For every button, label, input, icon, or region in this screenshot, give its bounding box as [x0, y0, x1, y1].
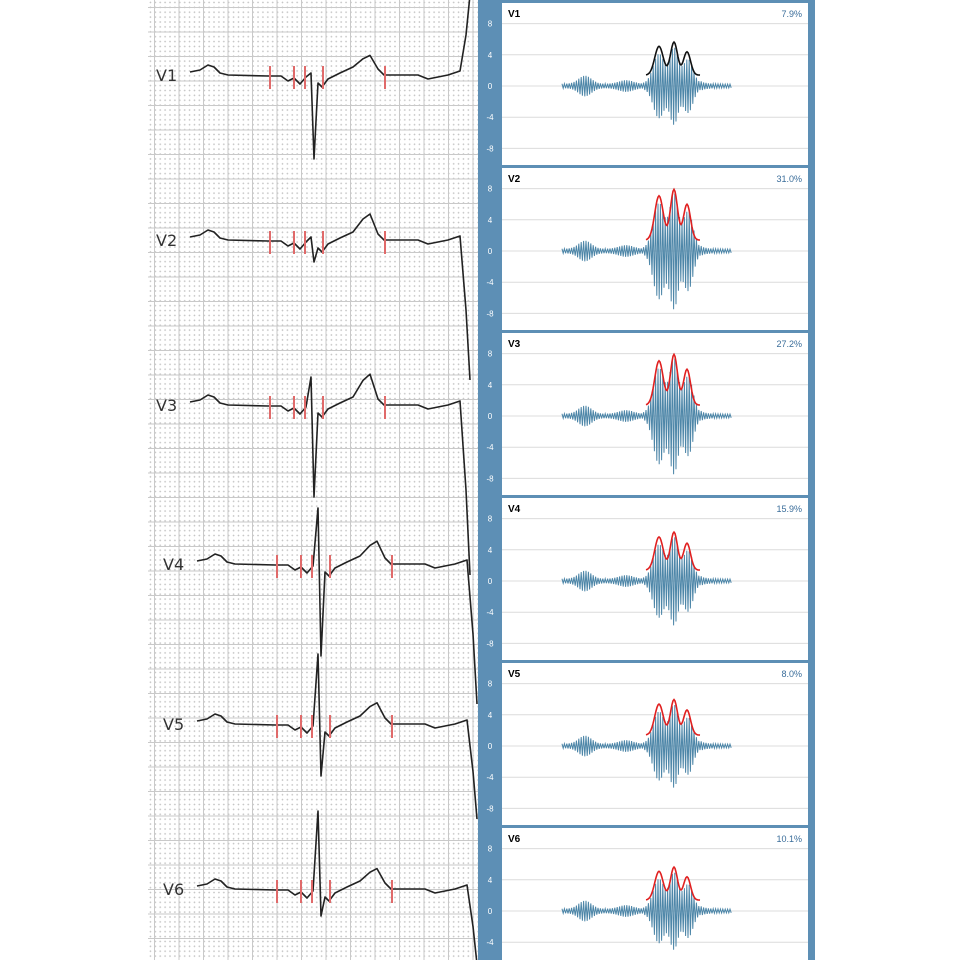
- waveform-chart-v1: 8 4 0 -4 -8 V1 7.9%: [486, 3, 808, 165]
- waveform-panels: 8 4 0 -4 -8 V1 7.9% 8 4 0 -4 -8 V2 31.0% 8 4 0 -4 -8 V3 27.2…: [478, 0, 815, 965]
- chart-title: V5: [508, 669, 521, 680]
- y-tick-label: -8: [486, 309, 494, 318]
- y-tick-label: 8: [488, 20, 493, 29]
- y-tick-label: 0: [488, 907, 493, 916]
- chart-title: V6: [508, 834, 521, 845]
- ecg-lead-v4: V4: [163, 507, 478, 705]
- y-tick-label: -8: [486, 804, 494, 813]
- envelope-line: [645, 530, 700, 571]
- chart-percent: 31.0%: [776, 174, 802, 184]
- y-tick-label: -8: [486, 639, 494, 648]
- y-tick-label: 0: [488, 82, 493, 91]
- lead-label: V1: [156, 66, 177, 85]
- y-tick-label: 0: [488, 577, 493, 586]
- ecg-lead-v2: V2: [156, 213, 471, 381]
- envelope-line: [645, 865, 701, 901]
- chart-percent: 8.0%: [781, 669, 802, 679]
- y-tick-label: 8: [488, 845, 493, 854]
- y-tick-label: 4: [488, 216, 493, 225]
- waveform-trace: [561, 872, 732, 950]
- envelope-line: [645, 187, 700, 241]
- y-tick-label: 4: [488, 51, 493, 60]
- y-tick-label: 4: [488, 876, 493, 885]
- ecg-strip-panel: V1 V2 V3 V4 V5 V6: [148, 0, 478, 960]
- lead-label: V6: [163, 880, 184, 899]
- envelope-line: [645, 352, 700, 406]
- waveform-chart-v5: 8 4 0 -4 -8 V5 8.0%: [486, 663, 808, 825]
- y-tick-label: 0: [488, 412, 493, 421]
- y-tick-label: 4: [488, 546, 493, 555]
- chart-title: V2: [508, 174, 521, 185]
- waveform-trace: [561, 193, 732, 310]
- waveform-charts: 8 4 0 -4 -8 V1 7.9% 8 4 0 -4 -8 V2 31.0% 8 4 0 -4 -8 V3 27.2…: [486, 3, 808, 965]
- waveform-chart-v4: 8 4 0 -4 -8 V4 15.9%: [486, 498, 808, 660]
- waveform-chart-v2: 8 4 0 -4 -8 V2 31.0%: [486, 168, 808, 330]
- ecg-trace: [189, 213, 471, 381]
- chart-percent: 10.1%: [776, 834, 802, 844]
- y-tick-label: -8: [486, 144, 494, 153]
- ecg-lead-v6: V6: [163, 810, 478, 960]
- y-tick-label: 8: [488, 350, 493, 359]
- chart-percent: 27.2%: [776, 339, 802, 349]
- ecg-lead-v5: V5: [163, 653, 478, 820]
- y-tick-label: 4: [488, 381, 493, 390]
- y-tick-label: 0: [488, 247, 493, 256]
- chart-title: V4: [508, 504, 521, 515]
- chart-percent: 7.9%: [781, 9, 802, 19]
- ecg-trace: [196, 810, 478, 960]
- y-tick-label: -4: [486, 938, 494, 947]
- ecg-strips: V1 V2 V3 V4 V5 V6: [156, 0, 478, 960]
- y-tick-label: -4: [486, 113, 494, 122]
- y-tick-label: -4: [486, 773, 494, 782]
- envelope-line: [645, 40, 701, 76]
- chart-title: V1: [508, 9, 521, 20]
- waveform-trace: [561, 358, 732, 475]
- chart-percent: 15.9%: [776, 504, 802, 514]
- waveform-trace: [561, 47, 732, 125]
- lead-label: V5: [163, 715, 184, 734]
- ecg-trace: [196, 507, 478, 705]
- waveform-chart-v3: 8 4 0 -4 -8 V3 27.2%: [486, 333, 808, 495]
- y-tick-label: 0: [488, 742, 493, 751]
- y-tick-label: 8: [488, 515, 493, 524]
- y-tick-label: 4: [488, 711, 493, 720]
- waveform-trace: [561, 537, 732, 626]
- waveform-trace: [561, 704, 732, 788]
- y-tick-label: -4: [486, 443, 494, 452]
- ecg-lead-v3: V3: [156, 373, 471, 576]
- y-tick-label: -8: [486, 474, 494, 483]
- chart-title: V3: [508, 339, 521, 350]
- y-tick-label: -4: [486, 608, 494, 617]
- ecg-lead-v1: V1: [156, 0, 471, 160]
- envelope-line: [645, 698, 701, 736]
- ecg-trace: [196, 653, 478, 820]
- y-tick-label: -4: [486, 278, 494, 287]
- lead-label: V3: [156, 396, 177, 415]
- lead-label: V4: [163, 555, 184, 574]
- ecg-trace: [189, 373, 471, 576]
- y-tick-label: 8: [488, 680, 493, 689]
- ecg-trace: [189, 0, 471, 160]
- y-tick-label: 8: [488, 185, 493, 194]
- waveform-chart-v6: 840-4-8V610.1%: [486, 828, 808, 965]
- lead-label: V2: [156, 231, 177, 250]
